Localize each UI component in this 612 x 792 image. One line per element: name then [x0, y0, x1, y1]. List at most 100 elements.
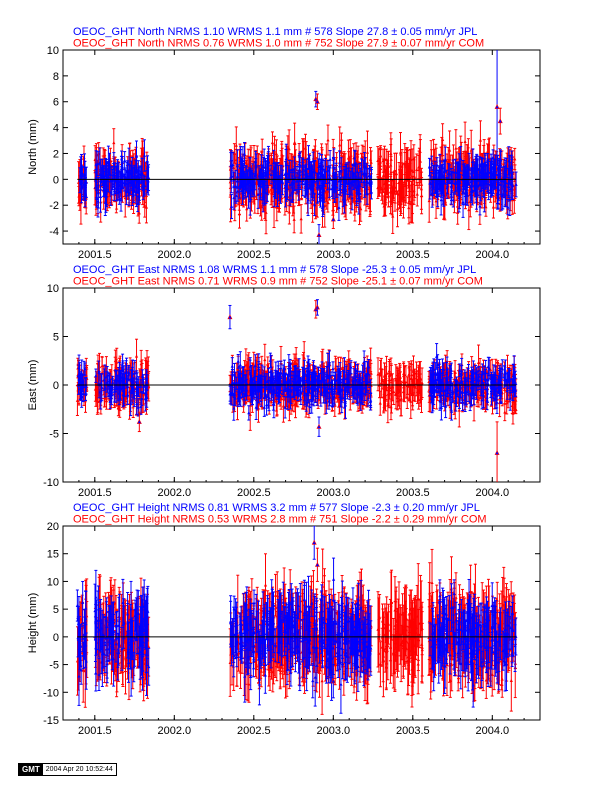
data-point	[434, 199, 438, 203]
data-point	[427, 198, 431, 203]
data-point	[281, 180, 285, 184]
panel-title-line: OEOC_GHT North NRMS 0.76 WRMS 1.0 mm # 7…	[73, 38, 484, 50]
data-point	[264, 210, 268, 214]
data-point	[293, 140, 297, 144]
data-point	[242, 152, 247, 156]
data-point	[439, 198, 443, 202]
data-point	[144, 205, 149, 209]
y-tick-label: 6	[53, 97, 59, 109]
data-point	[78, 178, 82, 182]
data-point	[380, 187, 384, 191]
x-tick-label: 2004.0	[475, 249, 509, 261]
data-point	[234, 143, 238, 147]
data-point	[465, 182, 469, 187]
data-point	[326, 138, 330, 142]
data-point	[461, 190, 465, 194]
data-point	[491, 155, 495, 159]
data-point	[140, 170, 144, 175]
x-tick-label: 2001.5	[78, 249, 112, 261]
data-point	[106, 159, 110, 164]
data-point	[503, 174, 507, 178]
data-point	[322, 167, 326, 171]
data-point	[454, 146, 458, 150]
data-point	[508, 198, 512, 202]
data-point	[326, 200, 330, 204]
x-tick-label: 2003.0	[316, 249, 350, 261]
data-point	[360, 154, 364, 158]
data-point	[100, 166, 104, 170]
data-point	[330, 186, 334, 190]
data-point	[485, 178, 489, 182]
data-point	[381, 158, 385, 163]
data-point	[248, 166, 252, 170]
data-point	[358, 175, 362, 179]
x-tick-label: 2002.5	[237, 249, 271, 261]
data-point	[141, 187, 145, 192]
data-point	[269, 172, 273, 176]
data-point	[487, 190, 491, 194]
data-point	[352, 194, 357, 198]
data-point	[340, 150, 344, 154]
data-point	[440, 184, 444, 189]
data-point	[292, 217, 296, 221]
y-tick-label: 0	[53, 174, 59, 186]
data-point	[328, 157, 332, 161]
data-point	[399, 185, 403, 189]
y-tick-label: 4	[53, 123, 59, 135]
data-point	[237, 212, 242, 216]
data-point	[274, 151, 279, 156]
y-tick-label: -2	[49, 200, 59, 212]
data-point	[464, 173, 468, 177]
data-point	[136, 179, 141, 183]
data-point	[119, 196, 123, 200]
data-point	[317, 175, 321, 179]
data-point	[382, 204, 386, 208]
data-point	[265, 191, 269, 195]
data-point	[408, 175, 412, 179]
data-point	[463, 139, 467, 143]
data-point	[409, 201, 413, 206]
data-point	[312, 169, 316, 173]
data-point	[349, 181, 353, 185]
data-point	[236, 189, 240, 193]
data-point	[377, 175, 382, 179]
data-point	[320, 173, 325, 177]
data-point	[362, 161, 367, 165]
data-point	[350, 196, 354, 200]
data-point	[485, 162, 490, 166]
data-point	[403, 183, 407, 187]
data-point	[457, 196, 461, 200]
data-point	[398, 150, 403, 154]
data-point	[512, 197, 516, 201]
y-axis-label: North (mm)	[27, 119, 39, 175]
data-point	[317, 191, 321, 196]
data-point	[299, 217, 303, 221]
data-point	[337, 205, 341, 209]
data-point	[386, 193, 391, 198]
series-jpl	[78, 139, 518, 221]
data-point	[367, 173, 371, 178]
data-point	[232, 151, 237, 155]
data-point	[270, 140, 275, 145]
data-point	[453, 169, 457, 174]
data-point	[355, 187, 359, 192]
data-point	[376, 185, 380, 190]
data-point	[301, 154, 305, 158]
data-point	[288, 193, 292, 197]
data-point	[419, 187, 424, 191]
data-point	[108, 172, 112, 176]
data-point	[459, 157, 463, 161]
data-point	[448, 148, 452, 152]
data-point	[509, 182, 514, 186]
data-point	[383, 186, 387, 190]
data-point	[403, 161, 407, 165]
data-point	[317, 164, 321, 168]
data-point	[338, 143, 342, 147]
data-point	[482, 194, 486, 199]
data-point	[445, 186, 449, 190]
data-point	[280, 155, 284, 159]
data-point	[303, 146, 308, 150]
data-point	[369, 183, 373, 187]
data-point	[127, 190, 131, 194]
